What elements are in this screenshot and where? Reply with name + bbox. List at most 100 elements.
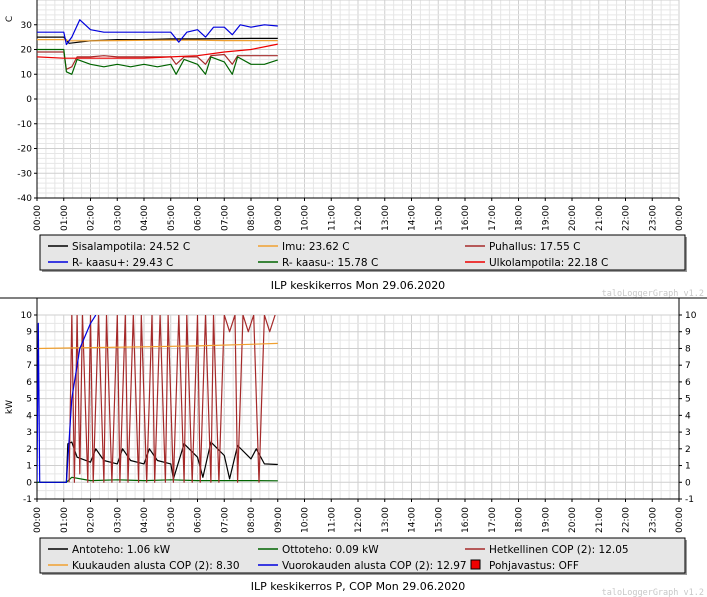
x-tick-label: 08:00 (247, 205, 257, 231)
y-tick-label: 8 (26, 344, 32, 354)
series-line-sisalampotila (37, 36, 278, 44)
x-tick-label: 11:00 (327, 205, 337, 231)
y-tick-label-right: 9 (685, 328, 691, 338)
x-tick-label: 00:00 (675, 205, 685, 231)
y-tick-label: -1 (23, 495, 32, 505)
series-line-antoteho (37, 441, 278, 483)
x-tick-label: 16:00 (461, 507, 471, 533)
x-tick-label: 01:00 (60, 205, 70, 231)
y-tick-label: 6 (26, 378, 32, 388)
x-tick-label: 07:00 (220, 507, 230, 533)
y-tick-label: 10 (21, 70, 33, 80)
chart-panel-2: -1 -1 0 0 1 1 2 2 3 3 4 4 5 5 6 6 7 7 8 8 9 9 10 10 kW 00:00 01:00… (5, 298, 704, 597)
x-tick-label: 00:00 (33, 205, 43, 231)
x-tick-label: 04:00 (140, 205, 150, 231)
legend: Sisalampotila: 24.52 C Imu: 23.62 C Puhall… (39, 234, 687, 272)
x-tick-label: 10:00 (301, 205, 311, 231)
y-tick-label: 0 (26, 478, 32, 488)
legend-label: R- kaasu-: 15.78 C (282, 257, 378, 269)
y-tick-label: -40 (17, 194, 32, 204)
x-tick-label: 13:00 (381, 205, 391, 231)
x-tick-label: 00:00 (33, 507, 43, 533)
y-tick-label: 5 (26, 395, 32, 405)
y-tick-label: 30 (21, 21, 33, 31)
legend-label: Hetkellinen COP (2): 12.05 (489, 544, 629, 556)
series-line-hetkellinen-cop-2- (68, 315, 276, 483)
series-line-ulkolampotila (37, 43, 278, 59)
legend-box (39, 234, 686, 271)
y-tick-label-right: 7 (685, 361, 691, 371)
series-line-vuorokauden-alusta-cop-2- (37, 315, 97, 483)
x-tick-label: 20:00 (568, 205, 578, 231)
x-tick-label: 20:00 (568, 507, 578, 533)
x-tick-label: 15:00 (434, 507, 444, 533)
y-tick-label: 3 (26, 428, 32, 438)
legend-label: Ulkolampotila: 22.18 C (489, 257, 608, 269)
watermark: taloLoggerGraph v1.2 (602, 588, 704, 597)
y-tick-label: 1 (26, 462, 32, 472)
x-tick-label: 04:00 (140, 507, 150, 533)
y-tick-label-right: 2 (685, 445, 691, 455)
watermark: taloLoggerGraph v1.2 (602, 289, 704, 299)
legend-label: Kuukauden alusta COP (2): 8.30 (72, 560, 240, 572)
x-tick-label: 06:00 (194, 507, 204, 533)
legend-label: Ottoteho: 0.09 kW (282, 544, 379, 556)
x-tick-label: 18:00 (515, 205, 525, 231)
series-line-r-kaasu- (37, 19, 278, 46)
x-tick-label: 21:00 (595, 507, 605, 533)
legend: Antoteho: 1.06 kW Ottoteho: 0.09 kW Hetkel… (39, 537, 687, 575)
y-tick-label: 4 (26, 411, 32, 421)
y-tick-label: -10 (17, 120, 32, 130)
x-tick-label: 17:00 (488, 205, 498, 231)
y-tick-label-right: 10 (685, 311, 697, 321)
legend-label: Antoteho: 1.06 kW (72, 544, 171, 556)
y-tick-label-right: 0 (685, 478, 691, 488)
x-tick-label: 14:00 (408, 205, 418, 231)
x-tick-label: 05:00 (167, 507, 177, 533)
y-tick-label-right: 1 (685, 462, 691, 472)
x-tick-label: 22:00 (622, 205, 632, 231)
y-tick-label-right: 8 (685, 344, 691, 354)
x-tick-label: 00:00 (675, 507, 685, 533)
legend-box (39, 537, 686, 574)
y-tick-label-right: 3 (685, 428, 691, 438)
x-tick-label: 16:00 (461, 205, 471, 231)
grid (36, 314, 680, 500)
x-tick-label: 11:00 (327, 507, 337, 533)
legend-swatch-box (470, 559, 481, 570)
series-group (37, 19, 278, 75)
series-line-ottoteho (37, 476, 278, 483)
legend-label: Puhallus: 17.55 C (489, 241, 580, 253)
series-line-imu (37, 39, 278, 42)
x-tick-label: 17:00 (488, 507, 498, 533)
x-tick-label: 02:00 (87, 205, 97, 231)
x-tick-label: 02:00 (87, 507, 97, 533)
x-tick-label: 12:00 (354, 507, 364, 533)
x-tick-label: 05:00 (167, 205, 177, 231)
x-tick-label: 08:00 (247, 507, 257, 533)
legend-label: R- kaasu+: 29.43 C (72, 257, 173, 269)
x-tick-label: 14:00 (408, 507, 418, 533)
x-tick-label: 03:00 (113, 507, 123, 533)
chart-panel-1: -40 -30 -20 -10 0 10 20 30 C 00:00 01:00 02:00 03:00… (5, 0, 704, 299)
legend-label: Pohjavastus: OFF (489, 560, 579, 572)
y-tick-label: 2 (26, 445, 32, 455)
chart-title: ILP keskikerros P, COP Mon 29.06.2020 (251, 580, 465, 593)
y-tick-label: 7 (26, 361, 32, 371)
x-tick-label: 19:00 (541, 507, 551, 533)
y-tick-label: 0 (26, 95, 32, 105)
x-tick-label: 15:00 (434, 205, 444, 231)
x-tick-label: 03:00 (113, 205, 123, 231)
series-group (37, 315, 278, 483)
x-tick-label: 10:00 (301, 507, 311, 533)
x-tick-label: 09:00 (274, 205, 284, 231)
x-tick-label: 22:00 (622, 507, 632, 533)
grid (36, 0, 680, 199)
y-tick-label: -20 (17, 145, 32, 155)
x-tick-label: 06:00 (194, 205, 204, 231)
y-axis-label: kW (5, 400, 15, 414)
x-tick-label: 19:00 (541, 205, 551, 231)
legend-label: Imu: 23.62 C (282, 241, 350, 253)
y-tick-label-right: 4 (685, 411, 691, 421)
